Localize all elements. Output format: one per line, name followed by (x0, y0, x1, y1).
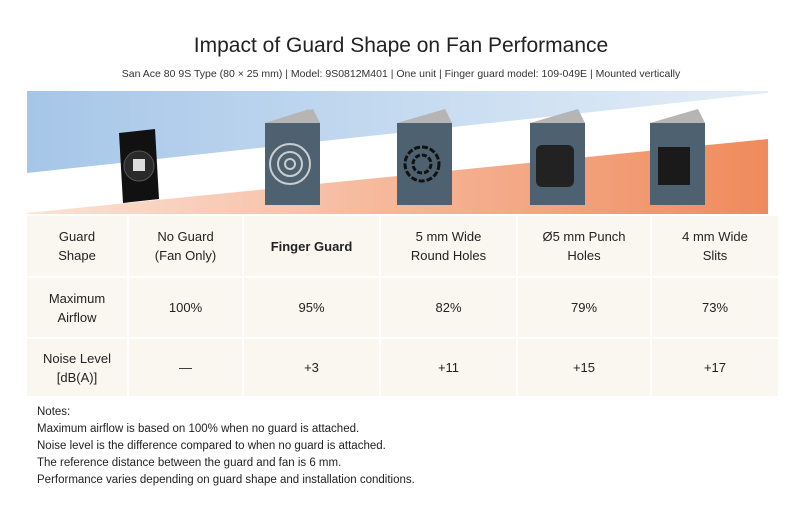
table-row: Noise Level [dB(A)] — +3 +11 +15 +17 (27, 339, 778, 396)
notes: Notes: Maximum airflow is based on 100% … (37, 404, 415, 489)
table-cell: +11 (381, 339, 516, 396)
table-cell: 5 mm Wide Round Holes (381, 216, 516, 276)
slits-guard-image (650, 109, 705, 205)
page-title: Impact of Guard Shape on Fan Performance (193, 34, 609, 57)
performance-table: Guard Shape No Guard (Fan Only) Finger G… (25, 214, 780, 398)
row-header: Maximum Airflow (27, 278, 127, 337)
round-holes-guard-image (397, 109, 452, 205)
note-line: Noise level is the difference compared t… (37, 440, 386, 452)
notes-heading: Notes: (37, 406, 71, 418)
table-cell: 95% (244, 278, 379, 337)
finger-guard-image (265, 109, 320, 205)
note-line: The reference distance between the guard… (37, 457, 342, 469)
table-cell: +3 (244, 339, 379, 396)
table-row: Maximum Airflow 100% 95% 82% 79% 73% (27, 278, 778, 337)
row-header: Guard Shape (27, 216, 127, 276)
note-line: Performance varies depending on guard sh… (37, 474, 415, 486)
table-cell: — (129, 339, 242, 396)
table-cell: Ø5 mm Punch Holes (518, 216, 650, 276)
table-cell: Finger Guard (244, 216, 379, 276)
subtitle: San Ace 80 9S Type (80 × 25 mm) | Model:… (121, 68, 681, 80)
table-cell: +17 (652, 339, 778, 396)
punch-holes-guard-image (530, 109, 585, 205)
banner-illustration (27, 91, 768, 214)
table-cell: +15 (518, 339, 650, 396)
table-cell: No Guard (Fan Only) (129, 216, 242, 276)
note-line: Maximum airflow is based on 100% when no… (37, 423, 360, 435)
table-cell: 100% (129, 278, 242, 337)
row-header: Noise Level [dB(A)] (27, 339, 127, 396)
fan-image (119, 129, 159, 203)
table-cell: 79% (518, 278, 650, 337)
table-cell: 82% (381, 278, 516, 337)
table-row: Guard Shape No Guard (Fan Only) Finger G… (27, 216, 778, 276)
table-cell: 73% (652, 278, 778, 337)
table-cell: 4 mm Wide Slits (652, 216, 778, 276)
